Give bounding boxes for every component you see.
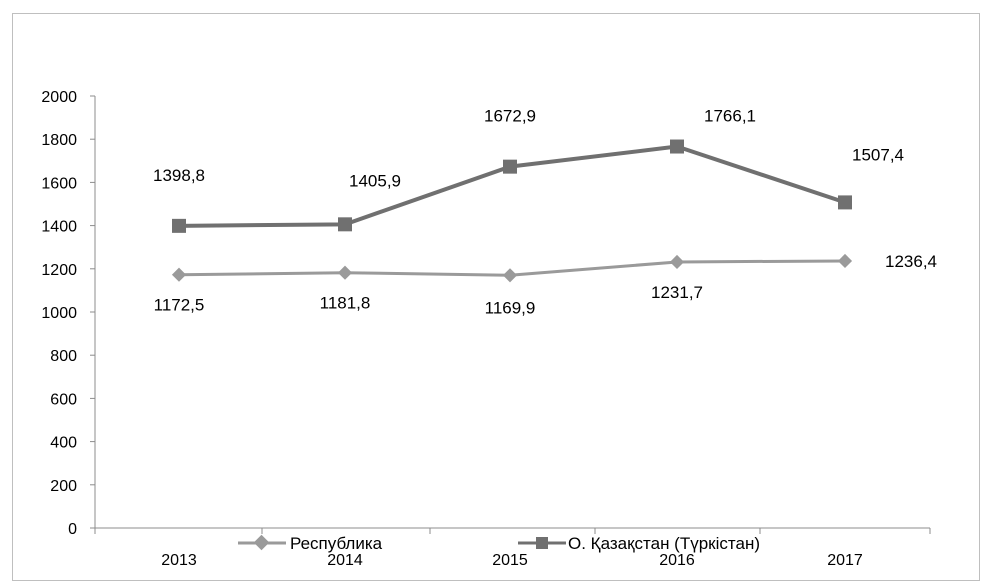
data-point-square[interactable] [338, 217, 352, 232]
data-point-diamond[interactable] [171, 267, 187, 282]
axes: 0 200 400 600 800 1000 1200 1400 1600 1800 2000 201… [41, 89, 931, 569]
data-label: 1398,8 [153, 166, 205, 185]
data-label: 1172,5 [154, 296, 205, 315]
legend-diamond-marker [253, 534, 270, 551]
data-label: 1672,9 [484, 107, 536, 126]
data-point-square[interactable] [838, 195, 852, 210]
data-label: 1507,4 [852, 145, 904, 164]
legend-label-respublika: Республика [290, 534, 383, 553]
data-labels: 1172,5 1181,8 1169,9 1231,7 1236,4 1398,8 1405… [153, 107, 937, 318]
data-label: 1405,9 [349, 171, 401, 190]
data-label: 1766,1 [704, 107, 756, 126]
y-tick-label: 2000 [41, 89, 77, 106]
data-point-diamond[interactable] [669, 254, 685, 270]
x-tick-label: 2016 [659, 552, 695, 569]
y-tick-label: 1800 [41, 132, 77, 149]
series-line-turkistan [178, 144, 846, 228]
y-tick-label: 0 [68, 521, 77, 538]
y-tick-label: 200 [50, 478, 77, 495]
legend-label-turkistan: О. Қазақстан (Түркістан) [568, 534, 760, 553]
data-label: 1169,9 [485, 298, 536, 317]
y-tick-label: 1200 [41, 262, 77, 279]
legend-square-marker [536, 537, 548, 549]
y-tick-label: 1400 [41, 219, 77, 236]
series-layer [171, 139, 853, 283]
data-point-square[interactable] [172, 218, 186, 233]
x-tick-label: 2015 [492, 552, 528, 569]
y-tick-label: 400 [50, 435, 77, 452]
data-label: 1236,4 [885, 252, 937, 271]
data-label: 1231,7 [651, 283, 703, 302]
data-point-square[interactable] [503, 159, 517, 174]
data-point-square[interactable] [670, 139, 684, 154]
x-tick-label: 2013 [161, 552, 197, 569]
data-point-diamond[interactable] [837, 253, 853, 269]
y-tick-label: 1000 [41, 305, 77, 322]
data-point-diamond[interactable] [502, 268, 518, 283]
data-point-diamond[interactable] [337, 265, 353, 280]
data-label: 1181,8 [320, 294, 371, 313]
y-tick-label: 800 [50, 348, 77, 365]
legend-item-turkistan[interactable]: О. Қазақстан (Түркістан) [518, 534, 760, 553]
x-tick-label: 2017 [827, 552, 863, 569]
y-tick-label: 600 [50, 391, 77, 408]
y-tick-label: 1600 [41, 175, 77, 192]
legend-item-respublika[interactable]: Республика [238, 534, 383, 553]
chart-frame [12, 13, 980, 581]
x-tick-label: 2014 [327, 552, 363, 569]
legend: Республика О. Қазақстан (Түркістан) [238, 534, 760, 553]
